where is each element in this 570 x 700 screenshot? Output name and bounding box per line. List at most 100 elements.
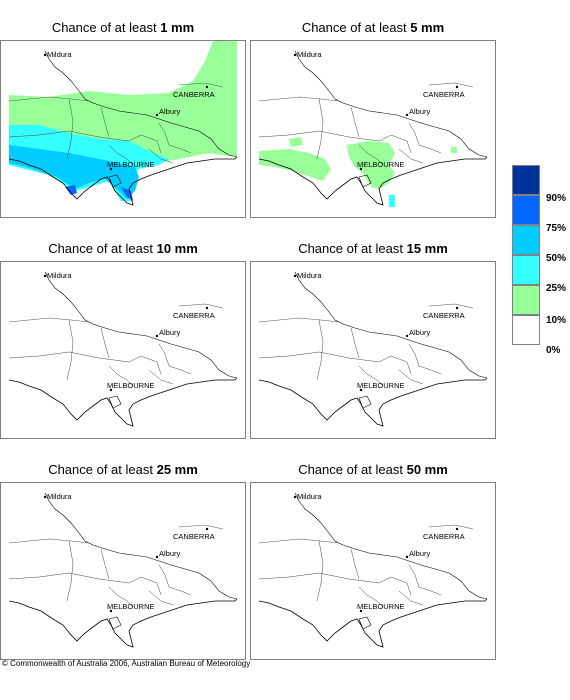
legend-swatch-10 xyxy=(512,285,540,315)
canberra-label: CANBERRA xyxy=(173,90,215,99)
map-graphic: Mildura CANBERRA Albury MELBOURNE xyxy=(258,271,488,427)
mildura-marker xyxy=(43,53,47,57)
melbourne-label: MELBOURNE xyxy=(107,381,155,390)
albury-label: Albury xyxy=(409,107,431,116)
state-border xyxy=(44,271,238,379)
coastline xyxy=(8,377,238,427)
melbourne-label: MELBOURNE xyxy=(107,160,155,169)
district-boundary xyxy=(350,106,360,138)
district-boundary xyxy=(258,130,320,138)
coastline xyxy=(8,156,238,206)
canberra-label: CANBERRA xyxy=(173,532,215,541)
district-boundary xyxy=(158,343,192,375)
map-graphic: Mildura CANBERRA Albury MELBOURNE xyxy=(8,271,238,427)
panel-25mm: Chance of at least 25 mm Mildura CANBERRA… xyxy=(0,462,246,700)
rainfall-shading xyxy=(259,137,457,207)
panel-title: Chance of at least 1 mm xyxy=(51,20,195,35)
rain-10pct-zone xyxy=(347,141,395,189)
albury-label: Albury xyxy=(159,107,181,116)
panel-50mm: Chance of at least 50 mm Mildura CANBERRA… xyxy=(250,462,496,700)
rain-75pct-zone xyxy=(65,185,133,201)
legend-label-50: 50% xyxy=(546,253,567,264)
albury-marker xyxy=(405,334,409,338)
mildura-label: Mildura xyxy=(297,271,322,280)
district-boundary xyxy=(140,576,162,596)
district-boundary xyxy=(68,130,142,142)
albury-marker xyxy=(155,113,159,117)
district-boundary xyxy=(158,122,192,154)
canberra-label: CANBERRA xyxy=(423,532,465,541)
legend-label-25: 25% xyxy=(546,283,567,294)
district-boundary xyxy=(258,572,320,580)
nsw-boundary xyxy=(8,317,90,323)
map: Mildura CANBERRA Albury MELBOURNE xyxy=(250,261,496,439)
canberra-marker xyxy=(455,85,459,89)
canberra-label: CANBERRA xyxy=(423,90,465,99)
mildura-marker xyxy=(293,274,297,278)
boundaries xyxy=(258,50,488,206)
district-boundary xyxy=(316,98,324,160)
state-border xyxy=(44,492,238,600)
act-boundary xyxy=(428,303,474,309)
district-boundary xyxy=(66,540,74,602)
district-boundary xyxy=(100,327,110,359)
port-phillip-bay xyxy=(108,395,122,409)
act-boundary xyxy=(178,524,224,530)
albury-marker xyxy=(405,555,409,559)
legend-label-90: 90% xyxy=(546,193,567,204)
melbourne-label: MELBOURNE xyxy=(357,381,405,390)
rain-10pct-zone xyxy=(289,137,303,147)
panel-10mm: Chance of at least 10 mm Mildura CANBERRA… xyxy=(0,241,246,479)
panel-title: Chance of at least 5 mm xyxy=(301,20,445,35)
boundaries xyxy=(8,492,238,648)
district-boundary xyxy=(350,327,360,359)
district-boundary xyxy=(408,564,442,596)
nsw-boundary xyxy=(258,538,340,544)
mildura-marker xyxy=(293,53,297,57)
district-boundary xyxy=(358,365,384,387)
map: Mildura CANBERRA Albury MELBOURNE xyxy=(0,40,246,218)
rain-10pct-zone xyxy=(259,149,331,181)
district-boundary xyxy=(140,355,162,375)
melbourne-marker xyxy=(359,388,363,392)
legend-label-0: 0% xyxy=(546,345,561,356)
nsw-boundary xyxy=(258,317,340,323)
district-boundary xyxy=(68,572,142,584)
canberra-marker xyxy=(205,85,209,89)
district-boundary xyxy=(148,590,174,606)
map: Mildura CANBERRA Albury MELBOURNE xyxy=(0,482,246,660)
mildura-marker xyxy=(43,495,47,499)
district-boundary xyxy=(68,351,142,363)
panel-15mm: Chance of at least 15 mm Mildura CANBERRA… xyxy=(250,241,496,479)
map-graphic: Mildura CANBERRA Albury MELBOURNE xyxy=(8,492,238,648)
map-graphic: Mildura CANBERRA Albury MELBOURNE xyxy=(258,492,488,648)
melbourne-marker xyxy=(359,167,363,171)
melbourne-label: MELBOURNE xyxy=(357,602,405,611)
albury-marker xyxy=(155,555,159,559)
boundaries xyxy=(258,492,488,648)
district-boundary xyxy=(140,134,162,154)
legend-swatch-75 xyxy=(512,195,540,225)
port-phillip-bay xyxy=(358,174,372,188)
melbourne-marker xyxy=(109,388,113,392)
district-boundary xyxy=(398,369,424,385)
legend-swatch-50 xyxy=(512,225,540,255)
mildura-marker xyxy=(43,274,47,278)
albury-label: Albury xyxy=(409,328,431,337)
mildura-label: Mildura xyxy=(47,50,72,59)
panel-title: Chance of at least 10 mm xyxy=(48,241,198,256)
district-boundary xyxy=(316,319,324,381)
rainfall-shading xyxy=(9,41,237,201)
canberra-marker xyxy=(455,306,459,310)
coastline xyxy=(258,598,488,648)
district-boundary xyxy=(318,572,392,584)
rain-50pct-zone xyxy=(9,145,139,199)
port-phillip-bay xyxy=(108,616,122,630)
nsw-boundary xyxy=(8,538,90,544)
district-boundary xyxy=(148,148,174,164)
canberra-marker xyxy=(205,306,209,310)
mildura-label: Mildura xyxy=(297,50,322,59)
district-boundary xyxy=(8,351,70,359)
mildura-label: Mildura xyxy=(47,271,72,280)
district-boundary xyxy=(316,540,324,602)
